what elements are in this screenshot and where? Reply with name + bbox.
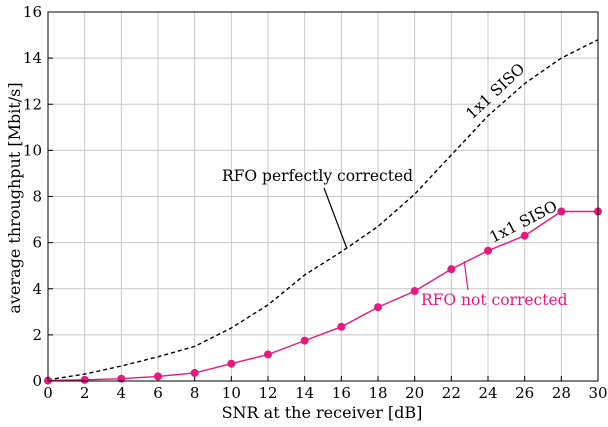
x-tick-label: 20 <box>405 384 424 402</box>
x-tick-label: 8 <box>190 384 200 402</box>
series-line-rfo-perfectly-corrected <box>47 39 599 381</box>
data-point <box>80 375 89 384</box>
y-axis-label: average throughput [Mbit/s] <box>5 82 24 313</box>
y-tick-label: 0 <box>32 372 42 390</box>
data-point <box>484 246 492 255</box>
data-point <box>227 359 236 368</box>
data-point <box>410 287 419 296</box>
x-tick-label: 22 <box>442 384 461 402</box>
x-tick-label: 0 <box>43 384 53 402</box>
series-layer <box>44 39 602 385</box>
y-tick-label: 8 <box>32 188 42 206</box>
series-line-rfo-not-corrected <box>47 210 598 382</box>
x-tick-label: 18 <box>368 384 387 402</box>
data-point <box>264 350 272 359</box>
x-tick-label: 12 <box>258 384 277 402</box>
annotation-not-corrected: RFO not corrected <box>421 291 568 309</box>
data-point <box>154 372 162 381</box>
x-tick-label: 2 <box>80 384 90 402</box>
x-tick-label: 16 <box>332 384 351 402</box>
y-tick-label: 4 <box>32 280 42 298</box>
y-tick-label: 16 <box>23 3 42 21</box>
data-point <box>300 336 309 345</box>
annotations: 1x1 SISO RFO perfectly corrected 1x1 SIS… <box>222 60 568 309</box>
data-point <box>520 231 529 240</box>
x-tick-label: 26 <box>515 384 534 402</box>
data-point <box>190 368 199 377</box>
y-tick-label: 2 <box>32 326 42 344</box>
data-point <box>557 207 566 216</box>
x-tick-label: 14 <box>295 384 314 402</box>
y-tick-label: 12 <box>23 95 42 113</box>
x-tick-label: 28 <box>552 384 571 402</box>
x-tick-label: 4 <box>117 384 127 402</box>
annotation-leader-perfectly-corrected <box>323 187 348 249</box>
y-tick-label: 10 <box>23 141 42 159</box>
x-axis-label: SNR at the receiver [dB] <box>222 403 423 422</box>
x-tick-label: 6 <box>153 384 163 402</box>
x-tick-label: 10 <box>222 384 241 402</box>
annotation-siso-upper: 1x1 SISO <box>462 60 528 123</box>
x-tick-label: 30 <box>588 384 607 402</box>
y-tick-label: 14 <box>23 49 42 67</box>
data-point <box>447 265 456 274</box>
annotation-perfectly-corrected: RFO perfectly corrected <box>222 167 413 185</box>
data-point <box>337 322 346 331</box>
y-tick-label: 6 <box>32 234 42 252</box>
annotation-leader-not-corrected <box>463 260 469 291</box>
plot-frame <box>47 11 599 382</box>
data-point <box>374 303 382 312</box>
x-tick-label: 24 <box>478 384 497 402</box>
